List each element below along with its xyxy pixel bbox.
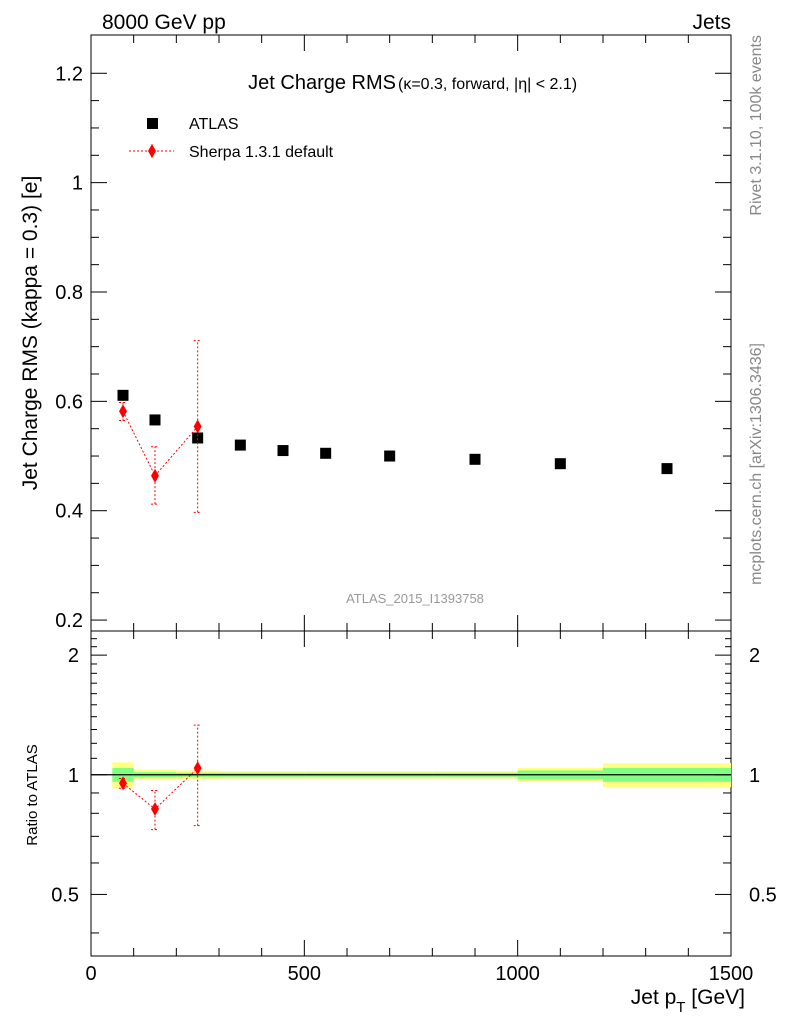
atlas-data-point [469, 453, 481, 465]
x-tick-label: 500 [288, 963, 321, 985]
ratio-panel-frame [90, 630, 732, 957]
main-y-tick-label: 0.2 [55, 610, 83, 632]
header-right-label: Jets [692, 11, 731, 34]
atlas-data-point [277, 445, 289, 457]
main-y-tick-label: 0.4 [55, 501, 83, 523]
main-y-tick-label: 0.8 [55, 282, 83, 304]
main-panel: 0.2 0.4 0.6 0.8 1 1.2 [55, 35, 732, 632]
sherpa-data-point [193, 419, 202, 434]
ratio-y-tick-label: 2 [68, 645, 79, 667]
atlas-data-point [384, 450, 396, 462]
ratio-y-tick-label: 1 [68, 765, 79, 787]
atlas-data-point [117, 389, 129, 401]
x-tick-label: 0 [85, 963, 96, 985]
ratio-sherpa-point [193, 761, 202, 776]
ratio-y-axis-label: Ratio to ATLAS [24, 744, 41, 845]
atlas-data-point [554, 458, 566, 470]
ratio-y-tick-label-right: 2 [749, 645, 760, 667]
legend-atlas-label: ATLAS [189, 116, 239, 133]
legend: ATLAS Sherpa 1.3.1 default [129, 116, 334, 161]
rivet-label: Rivet 3.1.10, 100k events [748, 35, 765, 216]
analysis-watermark: ATLAS_2015_I1393758 [346, 591, 484, 606]
main-y-tick-label: 1.2 [55, 63, 83, 85]
legend-atlas-marker [147, 118, 158, 129]
chart-subtitle: (κ=0.3, forward, |η| < 2.1) [398, 76, 577, 93]
sherpa-data-point [119, 404, 127, 419]
ratio-y-tick-label-right: 0.5 [749, 884, 777, 906]
legend-sherpa-marker [148, 144, 156, 158]
x-tick-label: 1000 [495, 963, 540, 985]
chart-title: Jet Charge RMS [248, 72, 396, 94]
x-tick-label: 1500 [709, 963, 754, 985]
ratio-panel: 0.5 0.5 1 1 2 2 0 500 1000 1500 [51, 631, 777, 985]
main-y-tick-label: 0.6 [55, 391, 83, 413]
atlas-data-point [192, 432, 204, 444]
x-axis-label: Jet pT [GeV] [631, 986, 745, 1016]
main-y-axis-label: Jet Charge RMS (kappa = 0.3) [e] [19, 176, 42, 491]
sherpa-data-point [151, 468, 159, 483]
atlas-data-point [661, 463, 673, 475]
main-panel-frame [90, 34, 732, 632]
header-left-label: 8000 GeV pp [102, 11, 226, 34]
ratio-sherpa-point [151, 802, 159, 817]
ratio-y-tick-label-right: 1 [749, 765, 760, 787]
ratio-sherpa-point [119, 776, 127, 791]
main-y-tick-label: 1 [72, 173, 83, 195]
mcplots-label: mcplots.cern.ch [arXiv:1306.3436] [748, 343, 765, 585]
ratio-y-tick-label: 0.5 [51, 884, 79, 906]
atlas-data-point [149, 414, 161, 426]
atlas-data-point [320, 447, 332, 459]
atlas-data-point [234, 439, 246, 451]
legend-sherpa-label: Sherpa 1.3.1 default [189, 144, 334, 161]
